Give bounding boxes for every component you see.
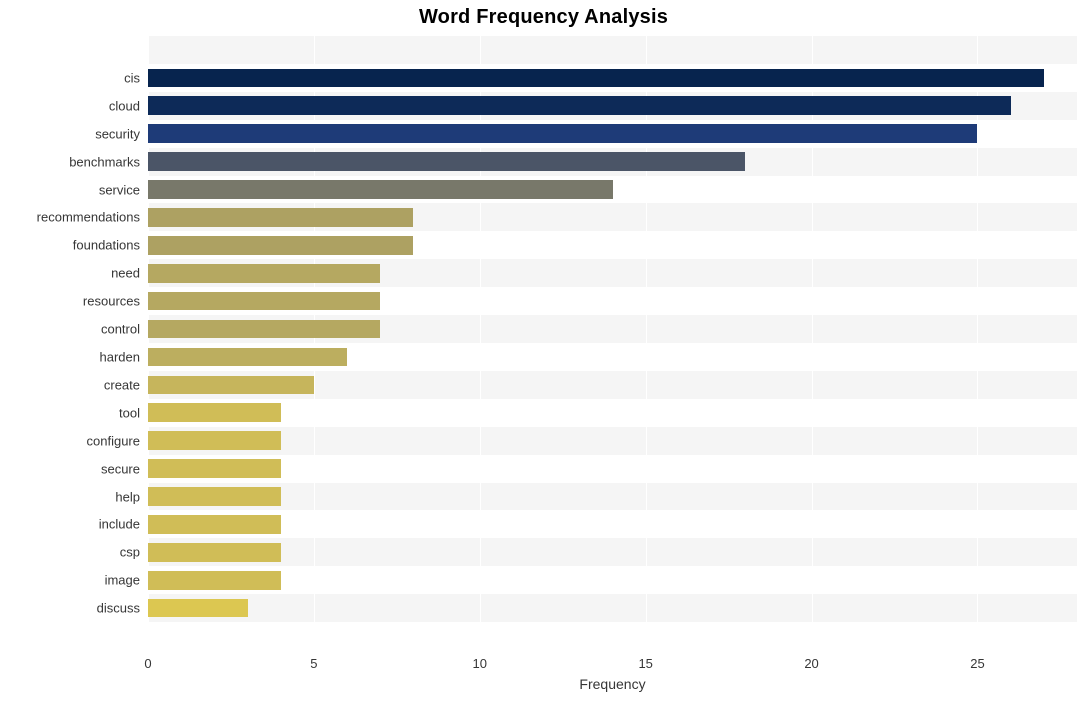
y-tick-label: security	[0, 126, 140, 141]
y-tick-label: foundations	[0, 238, 140, 253]
bar	[148, 515, 281, 534]
y-tick-label: discuss	[0, 601, 140, 616]
y-tick-label: service	[0, 182, 140, 197]
bar	[148, 599, 248, 618]
y-tick-label: include	[0, 517, 140, 532]
y-tick-label: resources	[0, 294, 140, 309]
bar	[148, 124, 977, 143]
grid-band	[148, 399, 1077, 427]
x-tick-label: 20	[804, 656, 818, 671]
y-tick-label: benchmarks	[0, 154, 140, 169]
x-axis-title: Frequency	[148, 676, 1077, 692]
bar	[148, 487, 281, 506]
grid-band	[148, 36, 1077, 64]
bar	[148, 431, 281, 450]
bar	[148, 348, 347, 367]
y-tick-label: secure	[0, 461, 140, 476]
bar	[148, 264, 380, 283]
bar	[148, 403, 281, 422]
y-tick-label: cloud	[0, 98, 140, 113]
grid-band	[148, 622, 1077, 650]
y-tick-label: csp	[0, 545, 140, 560]
grid-line	[977, 36, 978, 650]
x-tick-label: 5	[310, 656, 317, 671]
bar	[148, 543, 281, 562]
chart-title: Word Frequency Analysis	[0, 6, 1087, 29]
grid-band	[148, 566, 1077, 594]
x-tick-label: 15	[638, 656, 652, 671]
y-tick-label: need	[0, 266, 140, 281]
y-tick-label: image	[0, 573, 140, 588]
bar	[148, 320, 380, 339]
bar	[148, 152, 745, 171]
grid-band	[148, 538, 1077, 566]
y-tick-label: harden	[0, 349, 140, 364]
bar	[148, 208, 413, 227]
grid-band	[148, 483, 1077, 511]
x-tick-label: 10	[473, 656, 487, 671]
plot-area	[148, 36, 1077, 650]
x-tick-label: 25	[970, 656, 984, 671]
x-tick-label: 0	[144, 656, 151, 671]
y-tick-label: help	[0, 489, 140, 504]
chart-container: Word Frequency Analysis cis cloud security…	[0, 0, 1087, 701]
bar	[148, 376, 314, 395]
grid-band	[148, 455, 1077, 483]
y-tick-label: create	[0, 377, 140, 392]
y-tick-label: recommendations	[0, 210, 140, 225]
bar	[148, 96, 1011, 115]
bar	[148, 236, 413, 255]
bar	[148, 69, 1044, 88]
bar	[148, 571, 281, 590]
bar	[148, 180, 613, 199]
y-tick-label: configure	[0, 433, 140, 448]
y-tick-label: cis	[0, 70, 140, 85]
y-tick-label: tool	[0, 405, 140, 420]
grid-band	[148, 510, 1077, 538]
grid-band	[148, 427, 1077, 455]
y-tick-label: control	[0, 322, 140, 337]
bar	[148, 292, 380, 311]
grid-band	[148, 594, 1077, 622]
bar	[148, 459, 281, 478]
